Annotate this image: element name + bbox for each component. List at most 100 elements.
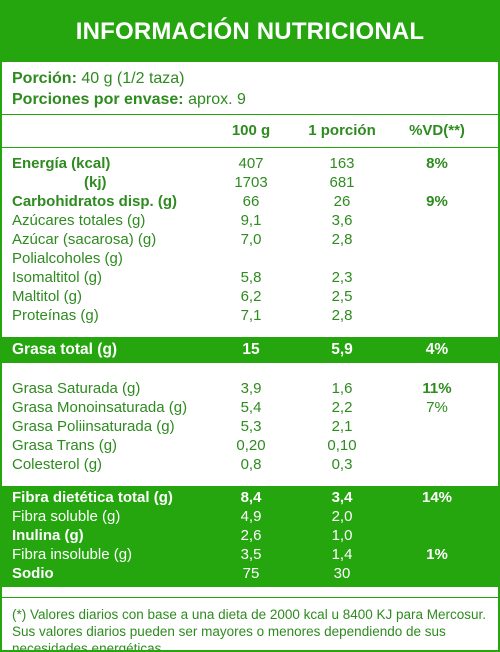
- row-label: Azúcar (sacarosa) (g): [12, 231, 157, 248]
- value-vd: 4%: [425, 341, 449, 358]
- value-100g: 8,4: [240, 489, 262, 506]
- value-100g: 15: [242, 341, 260, 358]
- nutrient-row: Grasa Saturada (g) 3,9 1,6 11%: [2, 379, 498, 398]
- value-100g: 5,3: [240, 418, 262, 435]
- value-100g: 2,6: [240, 527, 262, 544]
- row-label: Grasa Saturada (g): [12, 380, 141, 397]
- value-vd: 8%: [426, 155, 448, 172]
- servings-label: Porciones por envase:: [12, 91, 184, 108]
- nutrient-row: Grasa Trans (g) 0,20 0,10: [2, 436, 498, 455]
- value-portion: 681: [329, 174, 355, 191]
- row-label: Fibra dietética total (g): [12, 489, 173, 506]
- nutrient-row: Isomaltitol (g) 5,8 2,3: [2, 268, 498, 287]
- value-100g: 66: [242, 193, 260, 210]
- value-portion: 0,10: [327, 437, 357, 454]
- portion-info: Porción: 40 g (1/2 taza) Porciones por e…: [2, 62, 498, 115]
- value-100g: 5,8: [240, 269, 262, 286]
- nutrient-row: Proteínas (g) 7,1 2,8: [2, 306, 498, 325]
- nutrient-row: Grasa Monoinsaturada (g) 5,4 2,2 7%: [2, 398, 498, 417]
- value-portion: 2,8: [331, 307, 353, 324]
- footnote: (*) Valores diarios con base a una dieta…: [2, 597, 498, 650]
- value-100g: 7,0: [240, 231, 262, 248]
- nutrient-row: Inulina (g) 2,6 1,0: [2, 526, 498, 545]
- nutrient-row: Maltitol (g) 6,2 2,5: [2, 287, 498, 306]
- value-100g: 407: [238, 155, 264, 172]
- value-100g: 75: [242, 565, 260, 582]
- row-label: Grasa Trans (g): [12, 437, 118, 454]
- row-label: Colesterol (g): [12, 456, 103, 473]
- value-portion: 2,2: [331, 399, 353, 416]
- nutrient-row: Fibra soluble (g) 4,9 2,0: [2, 507, 498, 526]
- column-headers: 100 g 1 porción %VD(**): [2, 115, 498, 148]
- value-portion: 1,4: [331, 546, 353, 563]
- col-header-vd: %VD(**): [409, 122, 465, 139]
- value-vd: 9%: [426, 193, 448, 210]
- nutrient-row: Azúcar (sacarosa) (g) 7,0 2,8: [2, 230, 498, 249]
- value-portion: 2,0: [331, 508, 353, 525]
- col-header-100g: 100 g: [231, 122, 271, 139]
- row-label: Grasa Poliinsaturada (g): [12, 418, 175, 435]
- row-label: Energía (kcal): [12, 155, 111, 172]
- portion-line: Porción: 40 g (1/2 taza): [12, 68, 488, 89]
- value-100g: 5,4: [240, 399, 262, 416]
- portion-label: Porción:: [12, 70, 77, 87]
- value-vd: 1%: [426, 546, 448, 563]
- nutrient-row: Colesterol (g) 0,8 0,3: [2, 455, 498, 474]
- row-label: Sodio: [12, 565, 54, 582]
- value-portion: 163: [329, 155, 355, 172]
- col-header-portion: 1 porción: [308, 122, 376, 139]
- value-100g: 3,9: [240, 380, 262, 397]
- value-portion: 2,5: [331, 288, 353, 305]
- fiber-section: Fibra dietética total (g) 8,4 3,4 14% Fi…: [2, 486, 498, 587]
- value-100g: 0,20: [236, 437, 266, 454]
- row-label: Maltitol (g): [12, 288, 83, 305]
- value-vd: 14%: [421, 489, 453, 506]
- row-label: Polialcoholes (g): [12, 250, 123, 267]
- nutrient-row: Grasa Poliinsaturada (g) 5,3 2,1: [2, 417, 498, 436]
- row-label: Azúcares totales (g): [12, 212, 146, 229]
- row-label: Inulina (g): [12, 527, 84, 544]
- value-100g: 4,9: [240, 508, 262, 525]
- value-portion: 30: [333, 565, 351, 582]
- row-label: Carbohidratos disp. (g): [12, 193, 177, 210]
- value-portion: 0,3: [331, 456, 353, 473]
- value-portion: 2,8: [331, 231, 353, 248]
- portion-value: 40 g (1/2 taza): [76, 70, 185, 87]
- row-label: Grasa Monoinsaturada (g): [12, 399, 188, 416]
- value-portion: 1,0: [331, 527, 353, 544]
- energy-kcal-row: Energía (kcal) 407 163 8%: [2, 154, 498, 173]
- row-label: Isomaltitol (g): [12, 269, 103, 286]
- value-portion: 3,6: [331, 212, 353, 229]
- row-label: Grasa total (g): [12, 341, 118, 358]
- value-portion: 3,4: [331, 489, 353, 506]
- value-vd: 7%: [426, 399, 448, 416]
- value-100g: 9,1: [240, 212, 262, 229]
- nutrient-row: Fibra insoluble (g) 3,5 1,4 1%: [2, 545, 498, 564]
- row-label: Proteínas (g): [12, 307, 99, 324]
- value-100g: 6,2: [240, 288, 262, 305]
- nutrient-row-carbs: Carbohidratos disp. (g) 66 26 9%: [2, 192, 498, 211]
- servings-value: aprox. 9: [183, 91, 246, 108]
- value-100g: 3,5: [240, 546, 262, 563]
- row-label: Fibra soluble (g): [12, 508, 121, 525]
- row-label: Fibra insoluble (g): [12, 546, 133, 563]
- value-portion: 1,6: [331, 380, 353, 397]
- sodium-row: Sodio 75 30: [2, 564, 498, 583]
- fat-total-row: Grasa total (g) 15 5,9 4%: [2, 337, 498, 363]
- nutrient-row: Azúcares totales (g) 9,1 3,6: [2, 211, 498, 230]
- value-vd: 11%: [422, 380, 452, 397]
- row-label: (kj): [84, 174, 107, 191]
- value-portion: 2,1: [331, 418, 353, 435]
- value-100g: 0,8: [240, 456, 262, 473]
- value-portion: 5,9: [331, 341, 353, 358]
- servings-line: Porciones por envase: aprox. 9: [12, 89, 488, 110]
- value-portion: 26: [333, 193, 351, 210]
- panel-title: INFORMACIÓN NUTRICIONAL: [2, 2, 498, 62]
- value-portion: 2,3: [331, 269, 353, 286]
- nutrient-row: Polialcoholes (g): [2, 249, 498, 268]
- fiber-total-row: Fibra dietética total (g) 8,4 3,4 14%: [2, 488, 498, 507]
- value-100g: 1703: [234, 174, 268, 191]
- value-100g: 7,1: [240, 307, 262, 324]
- energy-kj-row: (kj) 1703 681: [2, 173, 498, 192]
